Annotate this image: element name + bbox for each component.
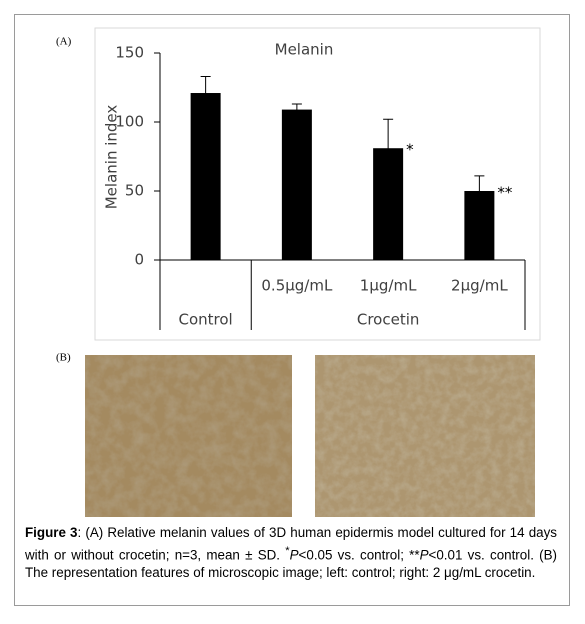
bar	[281, 109, 312, 260]
panel-label: (A)	[56, 36, 72, 48]
caption-text: P	[289, 547, 299, 563]
annotation: **	[497, 184, 513, 202]
error-bar	[200, 75, 211, 111]
caption-text: : (A) Relative melanin values of 3D huma…	[25, 525, 557, 563]
error-bar	[474, 175, 485, 207]
figure-frame	[14, 14, 570, 606]
chart-title: Melanin	[275, 41, 334, 59]
x-tick-label: Control	[179, 311, 233, 329]
figure: (A) (B) Melanin Melanin index 0 50 100 150 C…	[56, 27, 541, 517]
caption-text: <0.05 vs. control; **	[298, 547, 420, 563]
y-tick-label: 150	[115, 44, 144, 62]
x-tick-label: 1μg/mL	[360, 277, 417, 295]
y-tick-label: 100	[115, 113, 144, 131]
y-tick-label: 50	[125, 182, 144, 200]
panel-label: (B)	[56, 352, 71, 364]
annotation: *	[406, 141, 414, 159]
caption-text: *	[285, 545, 290, 557]
micrograph	[315, 355, 535, 517]
x-tick-label: 2μg/mL	[451, 277, 508, 295]
caption-label: Figure 3	[25, 525, 78, 540]
bar	[190, 93, 221, 261]
caption-text: <0.01 vs. control. (B) The representatio…	[25, 547, 557, 581]
error-bar	[291, 103, 302, 116]
x-tick-label: 0.5μg/mL	[261, 277, 333, 295]
y-axis-title: Melanin index	[103, 105, 121, 210]
y-tick-label: 0	[134, 251, 144, 269]
group-label: Crocetin	[357, 311, 420, 329]
chart-frame	[94, 27, 541, 341]
micrograph	[85, 355, 292, 517]
caption-text: P	[419, 547, 429, 563]
caption: Figure 3: (A) Relative melanin values of…	[25, 524, 557, 582]
error-bar	[383, 118, 394, 178]
